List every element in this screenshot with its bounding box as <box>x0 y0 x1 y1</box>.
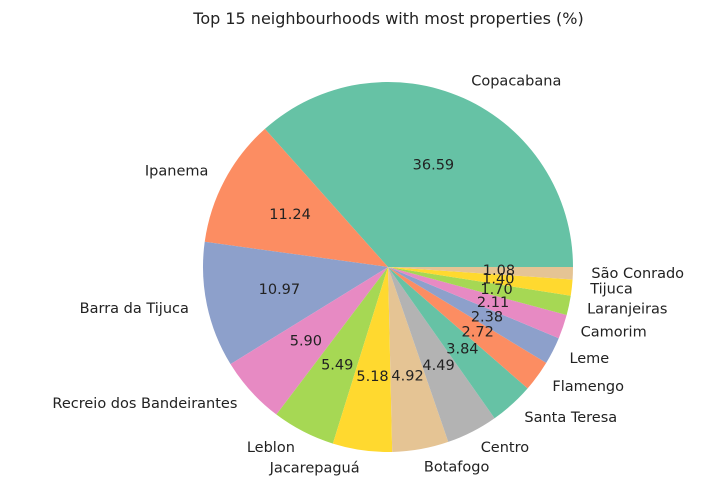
pie-slice-centro <box>388 267 495 442</box>
slice-label-laranjeiras: Laranjeiras <box>587 301 667 317</box>
pie-slice-botafogo <box>388 267 449 452</box>
slice-label-leme: Leme <box>569 351 609 367</box>
chart-title: Top 15 neighbourhoods with most properti… <box>193 9 584 28</box>
slice-pct-santa-teresa: 3.84 <box>446 341 478 357</box>
slice-pct-camorim: 2.11 <box>477 295 509 311</box>
pie-slice-copacabana <box>264 82 573 268</box>
slice-pct-tijuca: 1.40 <box>482 271 514 287</box>
slice-pct-leme: 2.38 <box>471 309 503 325</box>
pie-slice-barra-da-tijuca <box>202 241 388 365</box>
pie-slice-camorim <box>388 267 567 339</box>
slice-pct-recreio-dos-bandeirantes: 5.90 <box>290 334 322 350</box>
slice-pct-jacarepagua: 5.18 <box>356 369 388 385</box>
pie-slice-recreio-dos-bandeirantes <box>230 267 388 415</box>
slice-label-jacarepagua: Jacarepaguá <box>269 461 360 477</box>
slice-pct-centro: 4.49 <box>422 358 454 374</box>
slice-label-leblon: Leblon <box>247 440 295 456</box>
slice-pct-botafogo: 4.92 <box>391 368 423 384</box>
slice-pct-sao-conrado: 1.08 <box>483 263 515 279</box>
slice-label-barra-da-tijuca: Barra da Tijuca <box>80 301 189 317</box>
pie-slice-leblon <box>276 267 388 444</box>
slice-pct-copacabana: 36.59 <box>413 158 455 174</box>
slice-pct-ipanema: 11.24 <box>269 207 311 223</box>
pie-slice-ipanema <box>204 128 388 267</box>
slice-label-centro: Centro <box>481 440 530 456</box>
pie-slice-jacarepagua <box>332 267 393 452</box>
slice-label-recreio-dos-bandeirantes: Recreio dos Bandeirantes <box>52 396 237 412</box>
pie-slice-tijuca <box>388 267 573 296</box>
slice-label-tijuca: Tijuca <box>589 282 633 298</box>
slice-pct-leblon: 5.49 <box>321 358 353 374</box>
pie-slice-sao-conrado <box>388 267 573 280</box>
slice-label-sao-conrado: São Conrado <box>591 266 684 282</box>
slice-label-flamengo: Flamengo <box>552 379 624 395</box>
pie-slice-flamengo <box>388 267 547 389</box>
slice-pct-barra-da-tijuca: 10.97 <box>259 282 301 298</box>
slice-label-ipanema: Ipanema <box>145 163 209 179</box>
slice-pct-flamengo: 2.72 <box>462 324 494 340</box>
slice-label-santa-teresa: Santa Teresa <box>524 410 617 426</box>
slice-label-botafogo: Botafogo <box>424 459 490 475</box>
pie-slice-laranjeiras <box>388 267 571 316</box>
slice-label-camorim: Camorim <box>581 325 647 341</box>
slice-label-copacabana: Copacabana <box>471 73 561 89</box>
slice-pct-laranjeiras: 1.70 <box>480 282 512 298</box>
pie-slice-leme <box>388 267 559 363</box>
pie-slice-santa-teresa <box>388 267 528 419</box>
